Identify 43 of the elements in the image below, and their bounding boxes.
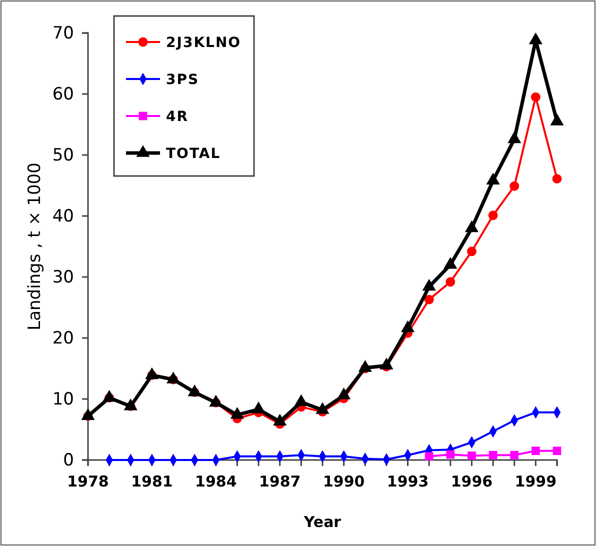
y-tick-label: 20	[52, 328, 74, 348]
x-axis-title: Year	[302, 513, 342, 531]
y-axis-title: Landings , t × 1000	[25, 162, 45, 330]
point	[444, 256, 458, 269]
point	[446, 277, 456, 287]
y-tick-label: 60	[52, 84, 74, 104]
y-tick-label: 70	[52, 23, 74, 44]
x-tick-label: 1987	[258, 472, 301, 491]
point	[422, 278, 436, 291]
point	[508, 131, 522, 144]
point	[552, 174, 562, 184]
x-tick-label: 1984	[195, 472, 237, 491]
point	[552, 446, 562, 456]
x-tick-label: 1981	[131, 472, 173, 491]
y-tick-label: 50	[52, 145, 74, 166]
point	[488, 210, 498, 220]
legend-label: 4R	[166, 109, 189, 125]
y-tick-label: 40	[52, 206, 74, 226]
point	[510, 450, 519, 460]
point	[424, 452, 434, 461]
point	[400, 320, 415, 332]
point	[510, 181, 520, 191]
legend-label: 3PS	[166, 72, 200, 88]
y-tick-label: 30	[52, 267, 74, 288]
point	[486, 172, 500, 185]
point	[528, 32, 542, 44]
x-tick-label: 1999	[514, 472, 557, 491]
x-tick-label: 1996	[450, 472, 493, 491]
x-tick-label: 1978	[67, 472, 109, 491]
y-tick-label: 0	[63, 450, 74, 470]
point	[464, 220, 479, 232]
point	[446, 450, 455, 459]
x-tick-label: 1990	[322, 472, 365, 491]
y-tick-label: 10	[52, 389, 74, 410]
point	[467, 246, 476, 256]
point	[550, 114, 564, 126]
point	[488, 450, 498, 460]
point	[468, 452, 476, 460]
x-tick-label: 1993	[386, 472, 429, 491]
point	[424, 294, 434, 304]
legend-label: TOTAL	[166, 146, 221, 162]
legend-label: 2J3KLNO	[166, 35, 242, 51]
point	[532, 446, 540, 456]
